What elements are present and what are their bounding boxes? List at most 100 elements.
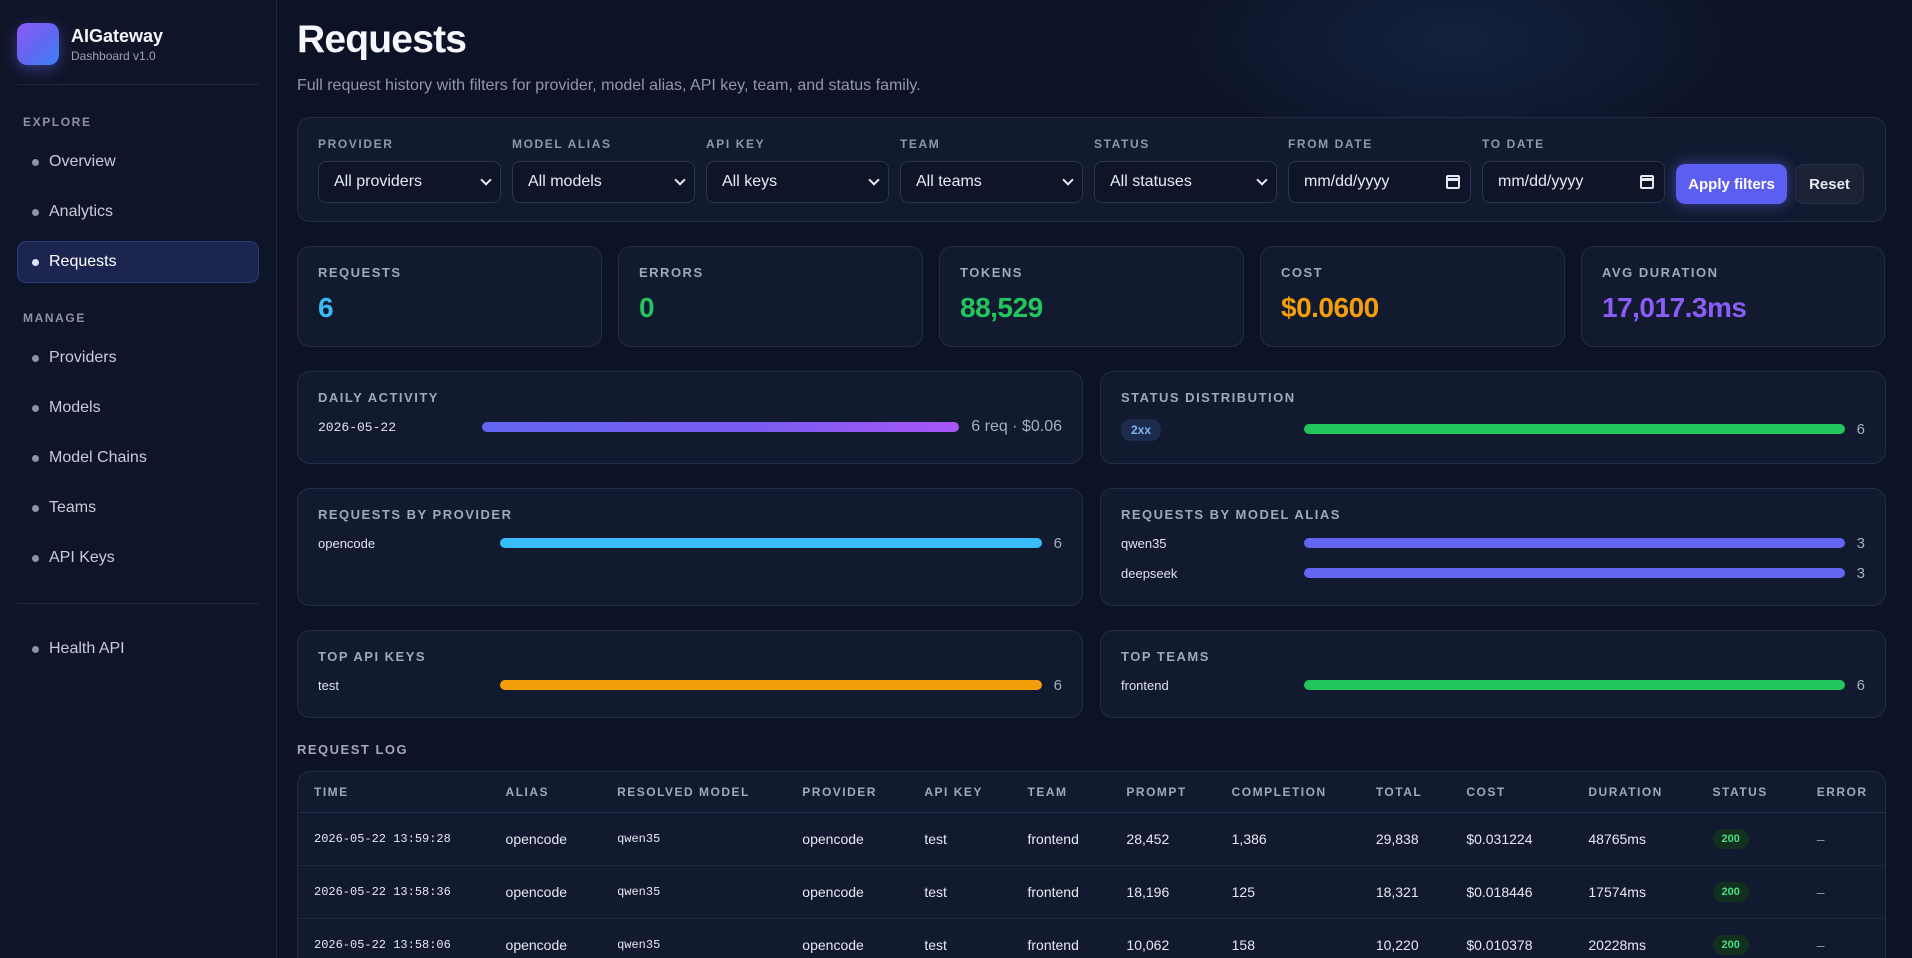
cell-value: opencode — [505, 883, 568, 900]
to-date-input[interactable]: mm/dd/yyyy — [1482, 161, 1665, 203]
bar-label: test — [318, 677, 339, 693]
cell-value: – — [1816, 936, 1825, 953]
status-distribution-bar — [1304, 424, 1845, 434]
model-alias-select[interactable]: All models — [512, 161, 695, 203]
column-header[interactable]: PROVIDER — [786, 772, 909, 813]
cell-status: 200 — [1696, 865, 1801, 919]
cell-completion: 158 — [1215, 918, 1360, 958]
status-badge: 200 — [1712, 934, 1749, 955]
provider-select[interactable]: All providers — [318, 161, 501, 203]
column-header[interactable]: COMPLETION — [1215, 772, 1360, 813]
date-placeholder: mm/dd/yyyy — [1304, 173, 1390, 190]
cell-value: 158 — [1231, 936, 1255, 953]
column-header[interactable]: RESOLVED MODEL — [601, 772, 787, 813]
cell-cost: $0.010378 — [1450, 918, 1573, 958]
cell-value: 20228ms — [1588, 936, 1646, 953]
brand-logo-icon — [17, 23, 59, 65]
team-select[interactable]: All teams — [900, 161, 1083, 203]
bar-row: qwen35 3 — [1121, 533, 1865, 553]
sidebar-item-api-keys[interactable]: API Keys — [17, 537, 259, 579]
bullet-icon — [32, 158, 39, 166]
panel-title: DAILY ACTIVITY — [318, 390, 439, 405]
sidebar-item-health-api[interactable]: Health API — [17, 628, 259, 670]
column-header[interactable]: ERROR — [1800, 772, 1885, 813]
bar-track — [500, 538, 1042, 548]
table-row[interactable]: 2026-05-22 13:58:36 opencode qwen35 opencod… — [298, 865, 1885, 919]
cell-duration: 20228ms — [1572, 918, 1697, 958]
stat-label: REQUESTS — [318, 265, 402, 280]
bullet-icon — [32, 208, 39, 216]
column-header[interactable]: DURATION — [1572, 772, 1697, 813]
filter-label: PROVIDER — [318, 137, 394, 151]
cell-value: opencode — [802, 883, 864, 900]
cell-resolved-model: qwen35 — [601, 865, 787, 919]
stats-row: REQUESTS 6 ERRORS 0 TOKENS 88,529 COST $… — [297, 246, 1886, 347]
filter-label: API KEY — [706, 137, 766, 151]
sidebar-item-label: Models — [49, 399, 101, 416]
column-header[interactable]: COST — [1450, 772, 1573, 813]
cell-prompt: 18,196 — [1110, 865, 1216, 919]
sidebar-item-label: Teams — [49, 499, 97, 516]
team-bar — [1304, 680, 1845, 690]
cell-value: opencode — [505, 936, 568, 953]
cell-provider: opencode — [786, 812, 909, 866]
sidebar-item-overview[interactable]: Overview — [17, 141, 259, 183]
calendar-icon[interactable] — [1446, 175, 1460, 189]
stat-value: 88,529 — [960, 292, 1043, 323]
column-header[interactable]: TEAM — [1011, 772, 1111, 813]
table-row[interactable]: 2026-05-22 13:58:06 opencode qwen35 opencod… — [298, 918, 1885, 958]
sidebar-item-label: Health API — [49, 640, 125, 657]
stat-value: 6 — [318, 292, 334, 323]
cell-value: 2026-05-22 13:59:28 — [314, 831, 451, 846]
bar-row: 2xx 6 — [1121, 417, 1865, 441]
filter-label: TEAM — [900, 137, 941, 151]
cell-value: opencode — [802, 936, 864, 953]
brand[interactable]: AIGateway Dashboard v1.0 — [17, 22, 259, 66]
cell-team: frontend — [1011, 865, 1111, 919]
column-header[interactable]: API KEY — [908, 772, 1012, 813]
sidebar-item-providers[interactable]: Providers — [17, 337, 259, 379]
bullet-icon — [32, 258, 39, 266]
stat-label: AVG DURATION — [1602, 265, 1719, 280]
cell-error: – — [1800, 865, 1885, 919]
filter-to-date: TO DATE mm/dd/yyyy — [1482, 137, 1665, 203]
api-key-select[interactable]: All keys — [706, 161, 889, 203]
cell-status: 200 — [1696, 812, 1801, 866]
bullet-icon — [32, 404, 39, 412]
cell-value: frontend — [1027, 883, 1079, 900]
column-header[interactable]: PROMPT — [1110, 772, 1216, 813]
calendar-icon[interactable] — [1640, 175, 1654, 189]
request-log-table-container[interactable]: TIME ALIAS RESOLVED MODEL PROVIDER API KEY TE… — [297, 771, 1886, 958]
filter-label: TO DATE — [1482, 137, 1545, 151]
cell-value: frontend — [1027, 936, 1079, 953]
cell-value: $0.018446 — [1466, 883, 1533, 900]
sidebar-item-analytics[interactable]: Analytics — [17, 191, 259, 233]
select-value: All models — [528, 173, 602, 190]
cell-prompt: 10,062 — [1110, 918, 1216, 958]
column-header[interactable]: TOTAL — [1359, 772, 1451, 813]
table-row[interactable]: 2026-05-22 13:59:28 opencode qwen35 opencod… — [298, 812, 1885, 866]
column-header[interactable]: TIME — [298, 772, 490, 813]
filters-panel: PROVIDER All providers MODEL ALIAS All m… — [297, 117, 1886, 222]
date-placeholder: mm/dd/yyyy — [1498, 173, 1584, 190]
bar-value: 6 — [1053, 676, 1062, 694]
sidebar-item-model-chains[interactable]: Model Chains — [17, 437, 259, 479]
filter-provider: PROVIDER All providers — [318, 137, 501, 203]
panel-title: TOP TEAMS — [1121, 649, 1210, 664]
bar-row: 2026-05-22 6 req · $0.06 — [318, 417, 1062, 437]
stat-cost: COST $0.0600 — [1260, 246, 1565, 347]
status-select[interactable]: All statuses — [1094, 161, 1277, 203]
sidebar-item-models[interactable]: Models — [17, 387, 259, 429]
table-body: 2026-05-22 13:59:28 opencode qwen35 opencod… — [298, 812, 1885, 958]
sidebar-item-teams[interactable]: Teams — [17, 487, 259, 529]
column-header[interactable]: ALIAS — [489, 772, 602, 813]
cell-time: 2026-05-22 13:58:36 — [298, 865, 490, 919]
filter-label: MODEL ALIAS — [512, 137, 612, 151]
column-header[interactable]: STATUS — [1696, 772, 1801, 813]
stat-label: TOKENS — [960, 265, 1023, 280]
cell-api-key: test — [908, 865, 1012, 919]
sidebar-item-requests[interactable]: Requests — [17, 241, 259, 283]
reset-button[interactable]: Reset — [1795, 164, 1864, 204]
apply-filters-button[interactable]: Apply filters — [1676, 164, 1787, 204]
from-date-input[interactable]: mm/dd/yyyy — [1288, 161, 1471, 203]
